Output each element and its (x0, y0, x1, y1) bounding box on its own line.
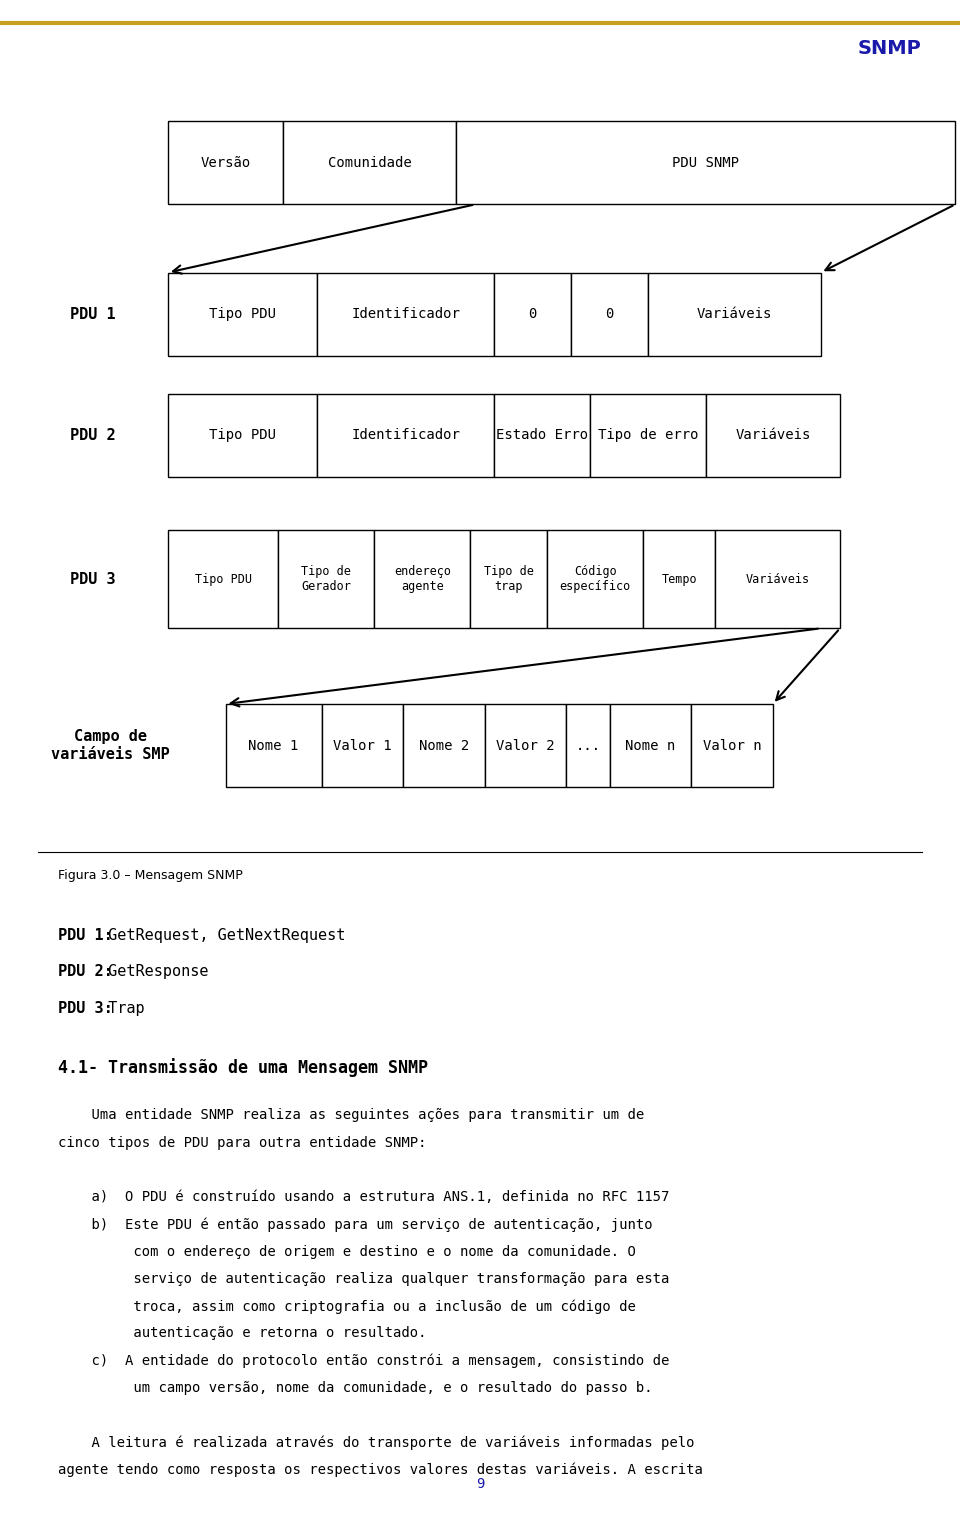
FancyBboxPatch shape (322, 704, 403, 787)
Text: Nome 1: Nome 1 (249, 739, 299, 752)
Text: endereço
agente: endereço agente (394, 565, 451, 593)
Text: Tempo: Tempo (661, 572, 697, 586)
FancyBboxPatch shape (278, 530, 374, 628)
Text: 0: 0 (529, 307, 537, 321)
Text: PDU 3: PDU 3 (69, 572, 115, 586)
FancyBboxPatch shape (610, 704, 691, 787)
FancyBboxPatch shape (456, 121, 955, 204)
Text: c)  A entidade do protocolo então constrói a mensagem, consistindo de: c) A entidade do protocolo então constró… (58, 1354, 669, 1369)
FancyBboxPatch shape (485, 704, 566, 787)
FancyBboxPatch shape (168, 273, 317, 356)
Text: um campo versão, nome da comunidade, e o resultado do passo b.: um campo versão, nome da comunidade, e o… (58, 1381, 652, 1394)
Text: Uma entidade SNMP realiza as seguintes ações para transmitir um de: Uma entidade SNMP realiza as seguintes a… (58, 1108, 644, 1122)
Text: serviço de autenticação realiza qualquer transformação para esta: serviço de autenticação realiza qualquer… (58, 1272, 669, 1285)
FancyBboxPatch shape (706, 394, 840, 477)
FancyBboxPatch shape (168, 394, 317, 477)
Text: Tipo PDU: Tipo PDU (209, 307, 276, 321)
Text: Tipo PDU: Tipo PDU (195, 572, 252, 586)
Text: Versão: Versão (201, 156, 251, 170)
Text: GetRequest, GetNextRequest: GetRequest, GetNextRequest (99, 928, 346, 943)
Text: 4.1- Transmissão de uma Mensagem SNMP: 4.1- Transmissão de uma Mensagem SNMP (58, 1058, 427, 1076)
Text: ...: ... (575, 739, 601, 752)
Text: 9: 9 (476, 1476, 484, 1491)
Text: Nome 2: Nome 2 (419, 739, 469, 752)
Text: a)  O PDU é construído usando a estrutura ANS.1, definida no RFC 1157: a) O PDU é construído usando a estrutura… (58, 1190, 669, 1204)
FancyBboxPatch shape (494, 394, 590, 477)
Text: Nome n: Nome n (625, 739, 676, 752)
Text: PDU 2: PDU 2 (69, 428, 115, 442)
Text: GetResponse: GetResponse (99, 964, 208, 980)
Text: com o endereço de origem e destino e o nome da comunidade. O: com o endereço de origem e destino e o n… (58, 1245, 636, 1258)
FancyBboxPatch shape (317, 273, 494, 356)
FancyBboxPatch shape (403, 704, 485, 787)
Text: Variáveis: Variáveis (746, 572, 809, 586)
Text: autenticação e retorna o resultado.: autenticação e retorna o resultado. (58, 1326, 426, 1340)
FancyBboxPatch shape (715, 530, 840, 628)
Text: Identificador: Identificador (351, 428, 460, 442)
Text: A leitura é realizada através do transporte de variáveis informadas pelo: A leitura é realizada através do transpo… (58, 1435, 694, 1450)
Text: Trap: Trap (99, 1001, 145, 1016)
Text: Campo de
variáveis SMP: Campo de variáveis SMP (51, 730, 170, 762)
Text: Figura 3.0 – Mensagem SNMP: Figura 3.0 – Mensagem SNMP (58, 869, 242, 881)
FancyBboxPatch shape (283, 121, 456, 204)
FancyBboxPatch shape (566, 704, 610, 787)
Text: Valor 1: Valor 1 (333, 739, 392, 752)
FancyBboxPatch shape (691, 704, 773, 787)
Text: PDU 1:: PDU 1: (58, 928, 112, 943)
Text: PDU 3:: PDU 3: (58, 1001, 112, 1016)
FancyBboxPatch shape (547, 530, 643, 628)
Text: PDU 2:: PDU 2: (58, 964, 112, 980)
FancyBboxPatch shape (571, 273, 648, 356)
FancyBboxPatch shape (317, 394, 494, 477)
FancyBboxPatch shape (648, 273, 821, 356)
Text: Tipo PDU: Tipo PDU (209, 428, 276, 442)
Text: Valor n: Valor n (703, 739, 761, 752)
FancyBboxPatch shape (643, 530, 715, 628)
Text: SNMP: SNMP (858, 39, 922, 58)
Text: Comunidade: Comunidade (327, 156, 412, 170)
Text: Variáveis: Variáveis (697, 307, 772, 321)
Text: Estado Erro: Estado Erro (496, 428, 588, 442)
Text: troca, assim como criptografia ou a inclusão de um código de: troca, assim como criptografia ou a incl… (58, 1299, 636, 1314)
FancyBboxPatch shape (590, 394, 706, 477)
FancyBboxPatch shape (168, 121, 283, 204)
Text: Variáveis: Variáveis (735, 428, 810, 442)
Text: 0: 0 (606, 307, 613, 321)
Text: Código
específico: Código específico (560, 565, 631, 593)
Text: Tipo de
trap: Tipo de trap (484, 565, 534, 593)
FancyBboxPatch shape (374, 530, 470, 628)
FancyBboxPatch shape (168, 530, 278, 628)
FancyBboxPatch shape (470, 530, 547, 628)
Text: cinco tipos de PDU para outra entidade SNMP:: cinco tipos de PDU para outra entidade S… (58, 1136, 426, 1149)
FancyBboxPatch shape (226, 704, 322, 787)
Text: Identificador: Identificador (351, 307, 460, 321)
Text: PDU 1: PDU 1 (69, 307, 115, 321)
FancyBboxPatch shape (494, 273, 571, 356)
Text: Tipo de erro: Tipo de erro (598, 428, 698, 442)
Text: Tipo de
Gerador: Tipo de Gerador (301, 565, 351, 593)
Text: b)  Este PDU é então passado para um serviço de autenticação, junto: b) Este PDU é então passado para um serv… (58, 1217, 652, 1232)
Text: agente tendo como resposta os respectivos valores destas variáveis. A escrita: agente tendo como resposta os respectivo… (58, 1463, 703, 1478)
Text: Valor 2: Valor 2 (496, 739, 555, 752)
Text: PDU SNMP: PDU SNMP (672, 156, 739, 170)
